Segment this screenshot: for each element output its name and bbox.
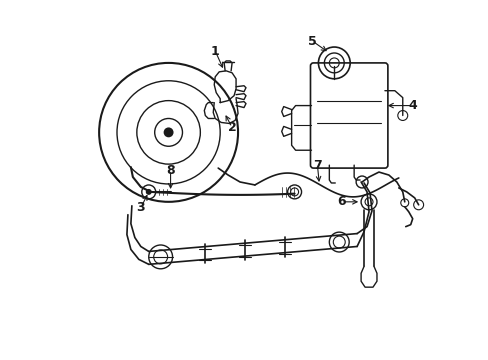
Circle shape — [145, 189, 151, 195]
Circle shape — [163, 127, 173, 137]
Text: 8: 8 — [166, 163, 175, 176]
Text: 3: 3 — [136, 201, 145, 214]
Text: 6: 6 — [336, 195, 345, 208]
Text: 5: 5 — [307, 35, 316, 48]
Text: 2: 2 — [227, 121, 236, 134]
Text: 1: 1 — [210, 45, 219, 58]
Text: 7: 7 — [312, 159, 321, 172]
Text: 4: 4 — [407, 99, 416, 112]
